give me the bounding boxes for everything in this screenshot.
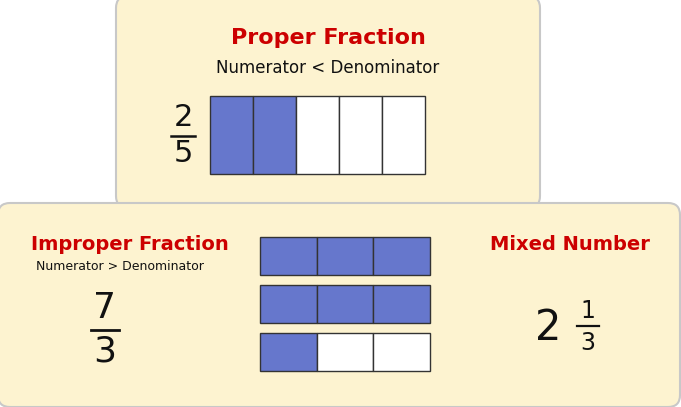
Text: 5: 5 xyxy=(173,140,193,168)
Text: 1: 1 xyxy=(581,299,595,323)
Text: 2: 2 xyxy=(173,103,193,133)
Text: Numerator > Denominator: Numerator > Denominator xyxy=(36,260,204,274)
Text: 3: 3 xyxy=(580,331,595,355)
Text: Proper Fraction: Proper Fraction xyxy=(231,28,426,48)
Text: 3: 3 xyxy=(93,335,116,369)
Bar xyxy=(260,285,317,323)
Bar xyxy=(317,237,373,275)
Text: Improper Fraction: Improper Fraction xyxy=(31,236,229,254)
Bar xyxy=(339,96,382,174)
FancyBboxPatch shape xyxy=(116,0,540,208)
Text: 7: 7 xyxy=(93,291,116,325)
Text: 2: 2 xyxy=(535,307,561,349)
Bar xyxy=(260,333,317,371)
Bar xyxy=(260,237,317,275)
Bar xyxy=(373,285,430,323)
Text: Mixed Number: Mixed Number xyxy=(490,236,650,254)
Bar xyxy=(296,96,339,174)
Bar xyxy=(373,237,430,275)
Bar xyxy=(317,285,373,323)
Bar xyxy=(210,96,253,174)
Bar xyxy=(317,333,373,371)
Bar xyxy=(373,333,430,371)
Text: Numerator < Denominator: Numerator < Denominator xyxy=(217,59,440,77)
Bar xyxy=(382,96,425,174)
Bar xyxy=(253,96,296,174)
FancyBboxPatch shape xyxy=(0,203,680,407)
